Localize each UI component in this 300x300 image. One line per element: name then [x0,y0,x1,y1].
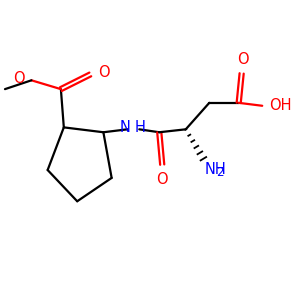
Text: O: O [14,71,25,86]
Text: NH: NH [205,162,226,177]
Text: OH: OH [270,98,292,113]
Text: H: H [134,120,145,135]
Text: O: O [98,65,109,80]
Text: 2: 2 [216,166,223,179]
Text: O: O [156,172,168,187]
Text: O: O [237,52,249,67]
Text: N: N [120,120,130,135]
